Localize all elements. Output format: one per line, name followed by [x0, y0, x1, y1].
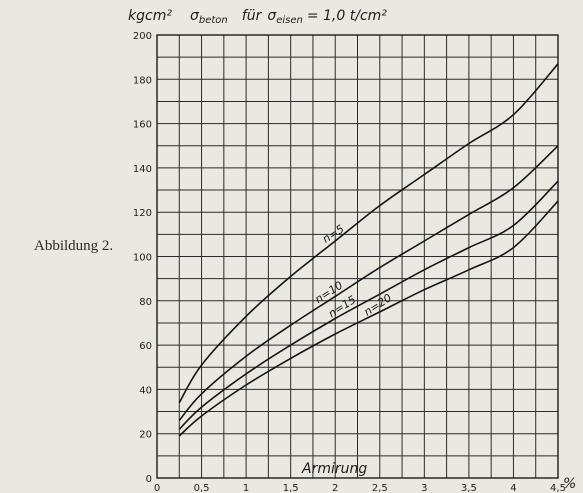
- figure-caption: Abbildung 2.: [34, 238, 114, 254]
- x-axis-label: Armirung: [301, 461, 367, 477]
- x-tick-label: 0: [154, 483, 160, 493]
- y-tick-label: 40: [139, 385, 152, 396]
- y-axis-unit: kgcm²: [128, 8, 172, 24]
- x-tick-label: 4: [510, 483, 516, 493]
- y-tick-label: 100: [133, 253, 152, 264]
- x-axis-unit: %: [563, 476, 576, 492]
- y-tick-label: 180: [133, 75, 152, 86]
- x-tick-label: 1,5: [283, 483, 299, 493]
- title-rest: = 1,0 t/cm²: [307, 8, 387, 24]
- curve-n20: [178, 200, 559, 437]
- title-fuer: für: [242, 8, 263, 24]
- y-tick-label: 20: [139, 430, 152, 441]
- y-tick-label: 200: [133, 31, 152, 42]
- title-sub-beton: beton: [199, 15, 228, 26]
- y-tick-label: 60: [139, 341, 152, 352]
- title-sub-eisen: eisen: [276, 15, 303, 26]
- x-tick-label: 3,5: [461, 483, 477, 493]
- y-tick-label: 0: [146, 474, 152, 485]
- title-sigma-eisen: σ: [267, 8, 277, 24]
- y-tick-label: 80: [139, 297, 152, 308]
- curve-n15: [178, 180, 559, 430]
- curve-n5: [178, 63, 559, 404]
- tick-label-group: 0 20 40 60 80 100 120 140 160 180 200 0 0,5 1 1,5 2 2,5 3…: [133, 31, 566, 493]
- chart-title: σbeton für σeisen = 1,0 t/cm²: [190, 8, 387, 26]
- y-tick-label: 160: [133, 120, 152, 131]
- curve-n10: [178, 145, 559, 421]
- x-tick-label: 2: [332, 483, 338, 493]
- x-tick-label: 1: [243, 483, 249, 493]
- curve-group: n=5n=10n=15 n=20: [178, 63, 559, 437]
- x-tick-label: 3: [421, 483, 427, 493]
- x-tick-label: 0,5: [194, 483, 210, 493]
- y-tick-label: 140: [133, 164, 152, 175]
- x-tick-label: 4,5: [550, 483, 566, 493]
- x-tick-label: 2,5: [372, 483, 388, 493]
- chart-grid: [156, 34, 559, 479]
- plot-frame: [156, 34, 559, 479]
- y-tick-label: 120: [133, 208, 152, 219]
- title-sigma-beton: σ: [190, 8, 200, 24]
